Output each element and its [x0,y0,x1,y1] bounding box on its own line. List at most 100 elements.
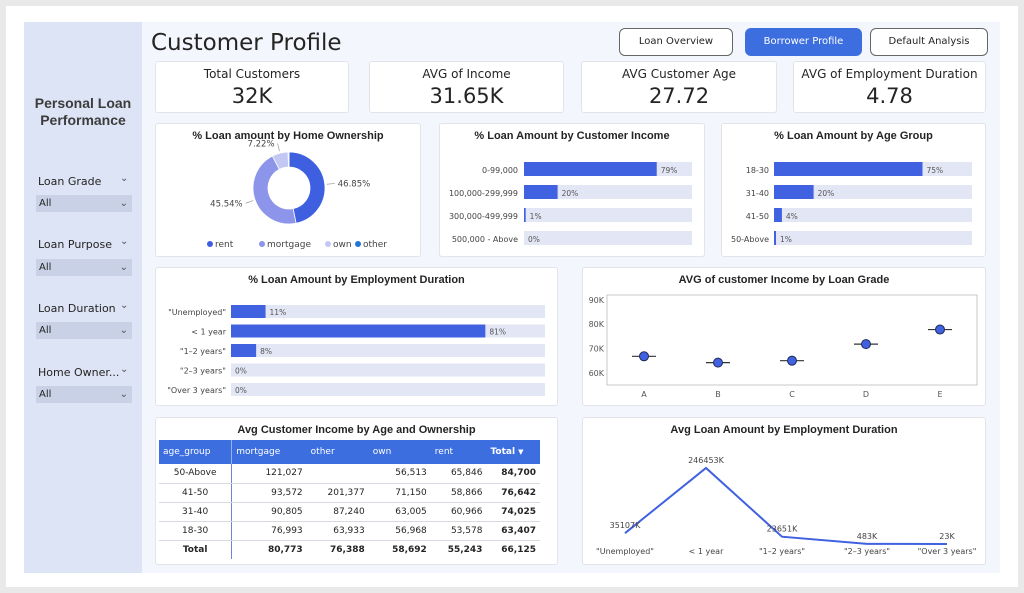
nav-borrower-profile-button[interactable]: Borrower Profile [745,28,862,56]
nav-default-analysis-button[interactable]: Default Analysis [870,28,988,56]
table-cell: 18-30 [159,521,233,541]
chevron-down-icon[interactable]: ⌄ [120,173,129,184]
x-tick-label: "2–3 years" [844,547,890,556]
chevron-down-icon[interactable]: ⌄ [120,364,129,375]
table-cell: 63,005 [368,502,431,522]
chart-title: AVG of customer Income by Loan Grade [678,274,890,286]
kpi-card-avg-income: AVG of Income 31.65K [369,61,564,113]
income-by-grade-chart-card[interactable]: AVG of customer Income by Loan Grade 60K… [582,267,986,406]
kpi-label: AVG of Income [422,67,511,81]
home-ownership-select[interactable]: All ⌄ [36,386,132,403]
bar-1[interactable] [524,185,558,199]
legend-marker-own [325,241,331,247]
bar-0[interactable] [774,162,923,176]
filter-label-loan-purpose: Loan Purpose [38,238,113,251]
bar-data-label: 0% [235,367,247,376]
bar-2[interactable] [524,208,526,222]
table-cell: 74,025 [486,502,540,522]
category-tick-label: 31-40 [746,189,769,198]
column-header-own[interactable]: own [368,440,431,464]
bar-0[interactable] [231,305,266,318]
category-tick-label: "1–2 years" [180,347,226,356]
line-data-label: 23651K [767,525,798,534]
y-tick-label: 60K [589,369,605,378]
donut-slice-other[interactable] [287,151,290,168]
column-header-rent[interactable]: rent [430,440,487,464]
table-header-row: age_group mortgage other own rent Total … [159,440,540,464]
bar-track [524,185,692,199]
loan-duration-select[interactable]: All ⌄ [36,322,132,339]
chart-title: Avg Loan Amount by Employment Duration [670,424,898,436]
home-ownership-donut: 46.85% 45.54% 7.22% rent mortgage own other [207,139,387,250]
scatter-point-D[interactable] [861,339,871,350]
legend-item-other[interactable]: other [363,240,387,250]
category-tick-label: "2–3 years" [180,367,226,376]
table-cell: 55,243 [447,544,483,555]
series-line[interactable] [624,466,948,545]
scatter-point-C[interactable] [787,355,797,366]
line-data-label: 23K [939,532,955,541]
table-cell: 56,513 [368,464,431,484]
table-cell: 58,866 [430,483,487,503]
customer-income-chart-card[interactable]: % Loan Amount by Customer Income 0-99,00… [439,123,705,257]
column-header-mortgage[interactable]: mortgage [231,440,307,464]
legend-item-mortgage[interactable]: mortgage [267,240,311,250]
slice-data-label: 45.54% [210,199,242,209]
customer-income-bar-chart: 0-99,000 79% 100,000-299,999 20% 300,000-499… [449,162,692,245]
donut-slice-rent[interactable] [288,151,326,224]
loan-grade-select[interactable]: All ⌄ [36,195,132,212]
category-tick-label: 41-50 [746,212,769,221]
bar-data-label: 1% [530,212,542,221]
table-cell [306,464,369,484]
category-tick-label: 100,000-299,999 [449,189,518,198]
scatter-point-B[interactable] [713,357,723,368]
table-cell: 53,578 [430,521,487,541]
table-cell: 66,125 [501,544,536,555]
filter-label-loan-duration: Loan Duration [38,302,116,315]
loan-by-employment-chart-card[interactable]: Avg Loan Amount by Employment Duration 3… [582,417,986,565]
chevron-down-icon: ⌄ [119,198,128,209]
loan-purpose-select[interactable]: All ⌄ [36,259,132,276]
bar-data-label: 20% [562,189,579,198]
bar-1[interactable] [231,324,486,338]
income-matrix-card[interactable]: Avg Customer Income by Age and Ownership… [155,417,558,565]
home-ownership-chart-card[interactable]: % Loan amount by Home Ownership 46.85% 45… [155,123,421,257]
chevron-down-icon[interactable]: ⌄ [120,300,129,311]
income-by-grade-scatter: 60K 70K 80K 90K A B C D E [589,294,978,399]
chevron-down-icon[interactable]: ⌄ [120,236,129,247]
bar-data-label: 0% [528,235,540,244]
kpi-label: Total Customers [203,67,301,81]
bar-0[interactable] [524,162,657,176]
report-title-line2: Performance [40,112,126,128]
bar-track [231,383,545,396]
chevron-down-icon: ⌄ [119,325,128,336]
bar-track [524,231,692,245]
bar-2[interactable] [231,344,257,357]
legend-item-rent[interactable]: rent [215,240,234,250]
bar-data-label: 79% [661,166,678,175]
category-tick-label: 50-Above [731,235,769,244]
category-tick-label: < 1 year [191,328,226,337]
bar-data-label: 81% [489,328,506,337]
table-cell: 76,993 [231,521,307,541]
bar-track [231,363,545,377]
nav-loan-overview-button[interactable]: Loan Overview [619,28,733,56]
table-row: 18-30 76,993 63,933 56,968 53,578 63,407 [159,521,540,541]
scatter-point-E[interactable] [935,324,945,335]
donut-slice-mortgage[interactable] [252,155,297,225]
category-tick-label: "Over 3 years" [167,386,226,395]
legend-item-own[interactable]: own [333,240,352,250]
bar-1[interactable] [774,185,814,199]
column-header-age-group[interactable]: age_group [159,440,233,464]
bar-data-label: 75% [927,166,944,175]
column-header-other[interactable]: other [306,440,369,464]
line-data-label: 35107K [610,521,641,530]
scatter-point-A[interactable] [639,351,649,362]
table-cell: 93,572 [231,483,307,503]
employment-duration-chart-card[interactable]: % Loan Amount by Employment Duration "Un… [155,267,558,406]
legend-marker-mortgage [259,241,265,247]
bar-2[interactable] [774,208,782,222]
bar-3[interactable] [774,231,776,245]
column-header-total[interactable]: Total ▼ [486,440,540,464]
age-group-chart-card[interactable]: % Loan Amount by Age Group 18-30 75% 31-40… [721,123,986,257]
